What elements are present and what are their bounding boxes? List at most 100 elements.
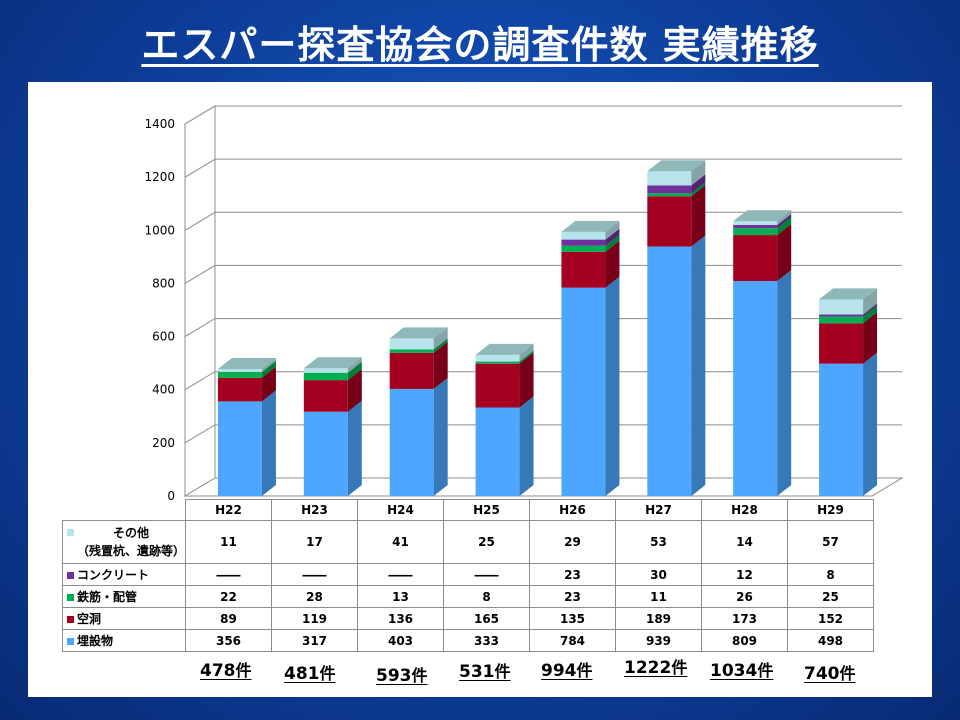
bar-segment-cavity [561, 251, 606, 288]
legend-concrete: コンクリート [61, 563, 187, 586]
bar-segment-other [217, 368, 262, 372]
side-wall [184, 105, 216, 497]
bar-segment-rebar [561, 245, 606, 252]
category-header: H22 [185, 499, 273, 521]
bar-side-cavity [863, 312, 878, 364]
gridline [184, 211, 902, 231]
table-cell: 12 [701, 563, 789, 586]
legend-swatch-cavity [67, 616, 74, 623]
legend-swatch-rebar [67, 594, 74, 601]
bar-side-cavity [261, 366, 276, 402]
bar-side-buried [863, 352, 878, 496]
table-cell: 189 [615, 607, 703, 630]
table-cell: 165 [443, 607, 531, 630]
table-cell: 17 [271, 520, 359, 564]
table-cell: 8 [787, 563, 875, 586]
bar-segment-buried [647, 246, 692, 496]
bar-segment-cavity [475, 363, 520, 408]
bar-segment-concrete [561, 239, 606, 246]
bar-side-buried [433, 377, 448, 496]
total-label: 994件 [541, 661, 593, 681]
bar-segment-cavity [733, 235, 778, 282]
table-cell: 13 [357, 585, 445, 608]
legend-label-buried: 埋設物 [77, 634, 114, 648]
bar-side-rebar [519, 350, 534, 364]
bar-side-concrete [863, 303, 878, 317]
total-label: 481件 [284, 664, 336, 684]
bar-side-rebar [777, 217, 792, 236]
bar-segment-buried [217, 401, 262, 496]
bar-side-cavity [519, 352, 534, 408]
table-row-concrete: コンクリート ―― ―― ―― ―― 23 30 12 8 [61, 563, 875, 586]
y-tick-label: 600 [152, 330, 175, 344]
table-cell: 11 [185, 520, 273, 564]
category-header: H27 [615, 499, 703, 521]
bar-side-buried [261, 390, 276, 496]
legend-swatch-concrete [67, 572, 74, 579]
legend-label-concrete: コンクリート [77, 568, 150, 582]
bar-side-other [777, 210, 792, 225]
table-cell: 53 [615, 520, 703, 564]
bar-side-rebar [261, 360, 276, 378]
gridline [184, 318, 902, 338]
table-cell: 317 [271, 629, 359, 652]
bar-side-rebar [347, 361, 362, 381]
table-cell: 22 [185, 585, 273, 608]
bar-side-concrete [605, 228, 620, 246]
floor [183, 477, 904, 497]
table-cell: 41 [357, 520, 445, 564]
total-label: 478件 [200, 661, 252, 681]
category-header: H29 [787, 499, 875, 521]
table-cell: 333 [443, 629, 531, 652]
bar-segment-buried [303, 411, 348, 496]
bar-top [647, 160, 706, 172]
table-corner [63, 500, 186, 521]
total-label: 593件 [376, 666, 428, 686]
gridline [184, 264, 902, 284]
category-header: H23 [271, 499, 359, 521]
bar-side-rebar [863, 305, 878, 324]
table-cell: 498 [787, 629, 875, 652]
bar-segment-rebar [217, 371, 262, 378]
y-tick-label: 800 [152, 276, 175, 290]
bar-side-cavity [347, 369, 362, 412]
bar-top [389, 327, 448, 339]
bar-side-other [691, 160, 706, 186]
bar-side-buried [605, 276, 620, 496]
bar-top [561, 220, 620, 232]
bar-segment-buried [819, 363, 864, 496]
bar-side-rebar [605, 234, 620, 252]
table-cell: 30 [615, 563, 703, 586]
table-cell: 89 [185, 607, 273, 630]
bar-top [217, 357, 276, 369]
total-label: 740件 [804, 664, 856, 684]
gridline [184, 424, 902, 444]
legend-label-other-line1: その他 [113, 526, 150, 540]
table-cell: 25 [443, 520, 531, 564]
legend-swatch-other [67, 529, 74, 536]
y-tick-label: 1400 [144, 117, 175, 131]
y-tick-label: 1200 [144, 170, 175, 184]
category-header: H26 [529, 499, 617, 521]
table-row-other: その他 （残置杭、遺跡等） 11 17 41 25 29 53 14 57 [61, 520, 875, 564]
gridline [184, 105, 902, 125]
bar-segment-rebar [303, 372, 348, 381]
bar-side-other [605, 220, 620, 240]
legend-label-rebar: 鉄筋・配管 [77, 590, 138, 604]
bar-segment-concrete [819, 314, 864, 317]
bar-side-other [863, 288, 878, 315]
bar-segment-buried [561, 287, 606, 496]
slide-title: エスパー探査協会の調査件数 実績推移 [141, 23, 819, 67]
table-cell: 11 [615, 585, 703, 608]
bar-segment-other [647, 171, 692, 186]
gridline [184, 158, 902, 178]
legend-swatch-buried [67, 638, 74, 645]
totals-row: 478件 481件 593件 531件 994件 1222件 1034件 740… [28, 652, 932, 692]
table-cell: 28 [271, 585, 359, 608]
bar-segment-rebar [389, 349, 434, 353]
bar-side-concrete [777, 213, 792, 229]
y-tick-label: 400 [152, 383, 175, 397]
bar-segment-rebar [475, 361, 520, 364]
stacked-bar-chart: 0 200 400 600 800 1000 1200 1400 [144, 105, 904, 503]
bar-segment-rebar [647, 193, 692, 197]
